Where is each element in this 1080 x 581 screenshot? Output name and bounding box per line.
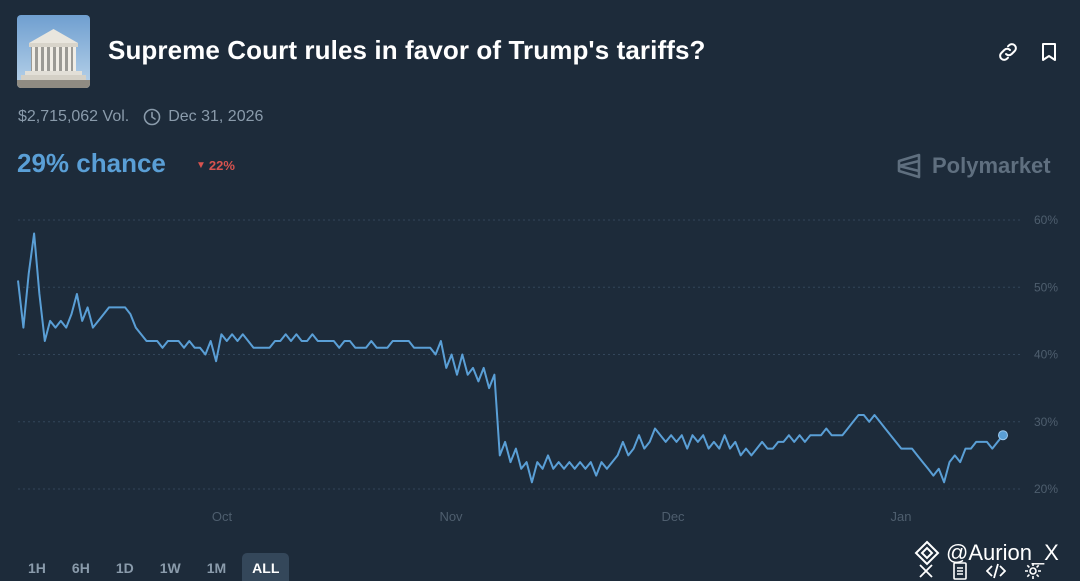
clock-icon [143, 108, 161, 126]
code-icon[interactable] [986, 563, 1006, 579]
market-meta: $2,715,062 Vol. Dec 31, 2026 [18, 108, 263, 126]
y-tick-label: 20% [1034, 482, 1058, 496]
time-range-1w[interactable]: 1W [159, 560, 181, 576]
time-range-1m[interactable]: 1M [206, 560, 227, 576]
x-tick-label: Nov [439, 509, 463, 524]
down-arrow-icon: ▼ [196, 160, 206, 171]
x-tick-label: Dec [661, 509, 685, 524]
binance-diamond-icon [914, 540, 940, 566]
time-range-all[interactable]: ALL [242, 553, 290, 581]
time-range-6h[interactable]: 6H [71, 560, 90, 576]
y-tick-label: 50% [1034, 280, 1058, 294]
current-value-dot [998, 430, 1008, 441]
time-range-1h[interactable]: 1H [28, 560, 46, 576]
brand-name: Polymarket [932, 153, 1051, 178]
supreme-court-building-image [17, 15, 90, 88]
chance-value: 29% chance [17, 148, 166, 178]
polymarket-logo-icon [897, 153, 921, 179]
x-tick-label: Oct [212, 509, 233, 524]
chance-line [17, 232, 1004, 484]
expand-icon[interactable] [918, 563, 934, 579]
watermark-text: @Aurion_X [946, 540, 1059, 565]
link-icon[interactable] [996, 40, 1020, 64]
watermark: @Aurion_X [914, 540, 1059, 566]
polymarket-logo: Polymarket [896, 151, 1051, 181]
bookmark-icon[interactable] [1037, 40, 1061, 64]
y-tick-label: 40% [1034, 348, 1058, 362]
market-title: Supreme Court rules in favor of Trump's … [108, 35, 706, 65]
y-tick-label: 30% [1034, 415, 1058, 429]
volume-text: $2,715,062 Vol. [18, 108, 130, 125]
x-tick-label: Jan [891, 509, 912, 524]
settings-icon[interactable] [1024, 562, 1042, 580]
market-thumbnail [17, 15, 90, 88]
embed-toolbar [918, 560, 1060, 581]
y-tick-label: 60% [1034, 213, 1058, 227]
time-range-1d[interactable]: 1D [115, 560, 134, 576]
end-date-text: Dec 31, 2026 [168, 108, 264, 125]
time-range-selector: 1H 6H 1D 1W 1M ALL [18, 553, 295, 581]
chance-delta: ▼ 22% [196, 158, 235, 173]
chance-delta-value: 22% [208, 158, 235, 173]
document-icon[interactable] [952, 561, 968, 580]
